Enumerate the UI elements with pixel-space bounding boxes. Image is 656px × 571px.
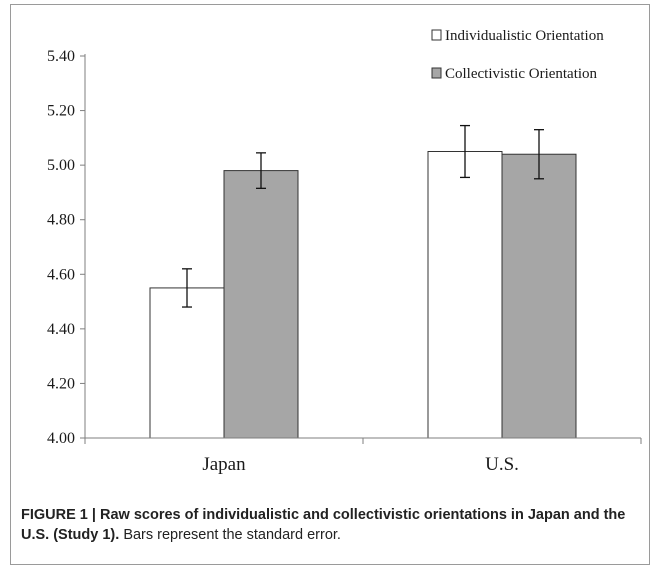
legend-swatch [431,29,442,41]
category-label: U.S. [485,454,519,475]
figure-frame: 4.00 4.20 4.40 4.60 4.80 5.00 5.20 5.40 Japan U.… [10,4,650,565]
caption-bold: FIGURE 1 | Raw scores of individualistic… [21,507,626,543]
y-tick-label: 5.40 [47,48,75,65]
y-tick-label: 4.00 [47,430,75,447]
category-labels: Japan U.S. [202,454,519,475]
axes [84,54,642,444]
y-tick-label: 5.20 [47,103,75,120]
legend-label: Collectivistic Orientation [445,66,598,82]
caption-normal: Bars represent the standard error. [119,527,341,543]
bar [501,153,577,439]
bar [149,287,225,439]
y-tick-label: 4.20 [47,375,75,392]
y-axis-ticks: 4.00 4.20 4.40 4.60 4.80 5.00 5.20 5.40 [47,48,85,447]
figure-caption: FIGURE 1 | Raw scores of individualistic… [21,505,646,545]
bars [149,151,577,439]
legend-label: Individualistic Orientation [445,28,604,44]
y-tick-label: 4.60 [47,266,75,283]
legend-swatch [431,67,442,79]
bar [223,170,299,439]
error-bars [182,124,544,308]
y-tick-label: 4.80 [47,212,75,229]
bar-chart: 4.00 4.20 4.40 4.60 4.80 5.00 5.20 5.40 Japan U.… [47,28,642,475]
bar [427,151,503,439]
legend: Individualistic Orientation Collectivisti… [431,28,604,82]
y-tick-label: 4.40 [47,321,75,338]
y-tick-label: 5.00 [47,157,75,174]
category-label: Japan [202,454,246,475]
